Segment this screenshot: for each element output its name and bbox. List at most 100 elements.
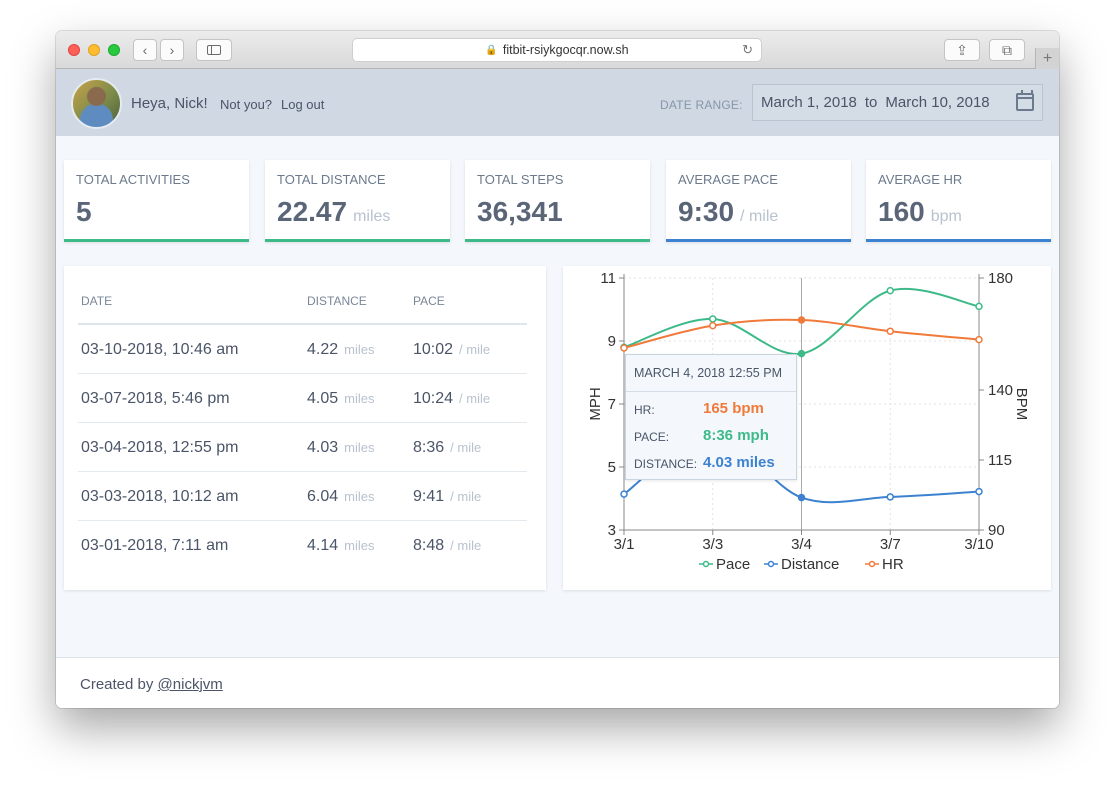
author-link[interactable]: @nickjvm	[157, 676, 223, 693]
stat-label: TOTAL DISTANCE	[277, 172, 386, 187]
cell-distance: 4.22 miles	[307, 341, 375, 358]
close-window-button[interactable]	[68, 44, 80, 56]
url-text: fitbit-rsiykgocqr.now.sh	[502, 43, 629, 57]
share-button[interactable]: ⇪	[944, 39, 980, 61]
not-you-link[interactable]: Not you?	[220, 97, 273, 112]
data-point-pace	[797, 349, 806, 358]
data-point-distance	[797, 493, 806, 502]
activity-chart: 11 9 7 5 3 180 140 115 90 3/1 3/3 3/4 3/7 3/10 MPH BPM P…	[563, 266, 1051, 590]
table-header-divider	[78, 323, 527, 325]
data-point-pace	[975, 302, 983, 311]
legend-marker-distance	[767, 560, 775, 568]
forward-icon: ›	[169, 42, 175, 58]
date-range-picker[interactable]: March 1, 2018 to March 10, 2018	[752, 84, 1043, 121]
share-icon: ⇪	[956, 41, 968, 58]
cell-pace: 10:24/ mile	[413, 390, 491, 407]
y-tick-label-left: 7	[608, 396, 616, 413]
cell-distance: 4.14 miles	[307, 537, 375, 554]
cell-date: 03-01-2018, 7:11 am	[81, 537, 229, 554]
stat-value: 160 bpm	[878, 196, 962, 227]
y-tick-label-left: 9	[608, 333, 616, 350]
logout-link[interactable]: Log out	[281, 97, 325, 112]
end-date[interactable]: March 10, 2018	[885, 94, 990, 111]
tooltip-pace-label: PACE:	[634, 430, 670, 444]
data-point-distance	[886, 493, 894, 501]
column-header-pace[interactable]: PACE	[413, 294, 445, 308]
avatar	[71, 78, 122, 129]
y-tick-label-right: 140	[988, 382, 1013, 399]
x-tick-label: 3/7	[880, 536, 901, 553]
stat-card-total-activities: TOTAL ACTIVITIES 5	[64, 160, 249, 242]
x-tick-label: 3/3	[702, 536, 723, 553]
data-point-hr	[886, 327, 894, 335]
table-row[interactable]: 03-01-2018, 7:11 am 4.14 miles 8:48/ mile	[78, 521, 527, 570]
stat-card-average-hr: AVERAGE HR 160 bpm	[866, 160, 1051, 242]
app-header: Heya, Nick! Not you? Log out DATE RANGE:…	[56, 69, 1059, 136]
stat-card-total-distance: TOTAL DISTANCE 22.47 miles	[265, 160, 450, 242]
y-tick-label-right: 180	[988, 270, 1013, 287]
y-tick-label-right: 90	[988, 522, 1005, 539]
cell-pace: 8:36/ mile	[413, 439, 482, 456]
table-row[interactable]: 03-04-2018, 12:55 pm 4.03 miles 8:36/ mil…	[78, 423, 527, 472]
tooltip-title: MARCH 4, 2018 12:55 PM	[634, 366, 782, 380]
stat-unit: bpm	[930, 208, 962, 225]
cell-distance: 4.05 miles	[307, 390, 375, 407]
data-point-hr	[975, 335, 983, 344]
data-point-distance	[975, 487, 983, 496]
back-icon: ‹	[142, 42, 148, 58]
start-date[interactable]: March 1, 2018	[761, 94, 857, 111]
date-range-label: DATE RANGE:	[660, 98, 743, 112]
data-point-pace	[709, 315, 717, 323]
y-tick-label-right: 115	[988, 452, 1012, 469]
x-tick-label: 3/4	[791, 536, 812, 553]
browser-toolbar: ‹ › 🔒 fitbit-rsiykgocqr.now.sh ↻ ⇪ ⧉ +	[56, 31, 1059, 69]
stat-value: 22.47 miles	[277, 196, 391, 227]
reload-icon[interactable]: ↻	[742, 42, 753, 57]
browser-window: ‹ › 🔒 fitbit-rsiykgocqr.now.sh ↻ ⇪ ⧉ + H…	[56, 31, 1059, 708]
sidebar-button[interactable]	[196, 39, 232, 61]
tabs-button[interactable]: ⧉	[989, 39, 1025, 61]
x-tick-label: 3/1	[614, 536, 635, 553]
y-tick-label-left: 5	[608, 459, 616, 476]
data-point-pace	[886, 286, 894, 295]
tooltip-divider	[626, 391, 796, 392]
legend-marker-hr	[868, 560, 876, 568]
stat-value: 5	[76, 196, 92, 227]
table-row[interactable]: 03-10-2018, 10:46 am 4.22 miles 10:02/ mi…	[78, 325, 527, 374]
date-range-separator: to	[864, 94, 878, 111]
stat-label: AVERAGE HR	[878, 172, 963, 187]
stat-card-average-pace: AVERAGE PACE 9:30/ mile	[666, 160, 851, 242]
forward-button[interactable]: ›	[160, 39, 184, 61]
data-point-hr	[797, 316, 806, 324]
minimize-window-button[interactable]	[88, 44, 100, 56]
stat-value: 36,341	[477, 196, 563, 227]
y-tick-label-left: 11	[600, 270, 616, 287]
lock-icon: 🔒	[485, 44, 498, 56]
tooltip-distance-label: DISTANCE:	[634, 457, 698, 471]
column-header-date[interactable]: DATE	[81, 294, 113, 308]
stat-label: AVERAGE PACE	[678, 172, 778, 187]
tooltip-hr-value: 165 bpm	[703, 400, 764, 417]
legend-label-hr: HR	[882, 556, 904, 573]
cell-date: 03-04-2018, 12:55 pm	[81, 439, 239, 456]
cell-distance: 4.03 miles	[307, 439, 375, 456]
cell-pace: 10:02/ mile	[413, 341, 491, 358]
y-tick-label-left: 3	[608, 522, 616, 539]
address-bar[interactable]: 🔒 fitbit-rsiykgocqr.now.sh ↻	[352, 38, 762, 62]
cell-date: 03-07-2018, 5:46 pm	[81, 390, 230, 407]
back-button[interactable]: ‹	[133, 39, 157, 61]
tooltip-hr-label: HR:	[634, 403, 655, 417]
y-axis-title-left: MPH	[587, 387, 604, 420]
calendar-icon[interactable]	[1016, 90, 1034, 111]
stat-unit: miles	[353, 208, 391, 225]
stat-value: 9:30/ mile	[678, 196, 779, 227]
cell-date: 03-10-2018, 10:46 am	[81, 341, 239, 358]
legend-label-distance: Distance	[781, 556, 839, 573]
column-header-distance[interactable]: DISTANCE	[307, 294, 367, 308]
zoom-window-button[interactable]	[108, 44, 120, 56]
table-row[interactable]: 03-03-2018, 10:12 am 6.04 miles 9:41/ mil…	[78, 472, 527, 521]
stat-card-total-steps: TOTAL STEPS 36,341	[465, 160, 650, 242]
new-tab-button[interactable]: +	[1035, 48, 1059, 69]
table-row[interactable]: 03-07-2018, 5:46 pm 4.05 miles 10:24/ mil…	[78, 374, 527, 423]
cell-pace: 8:48/ mile	[413, 537, 482, 554]
